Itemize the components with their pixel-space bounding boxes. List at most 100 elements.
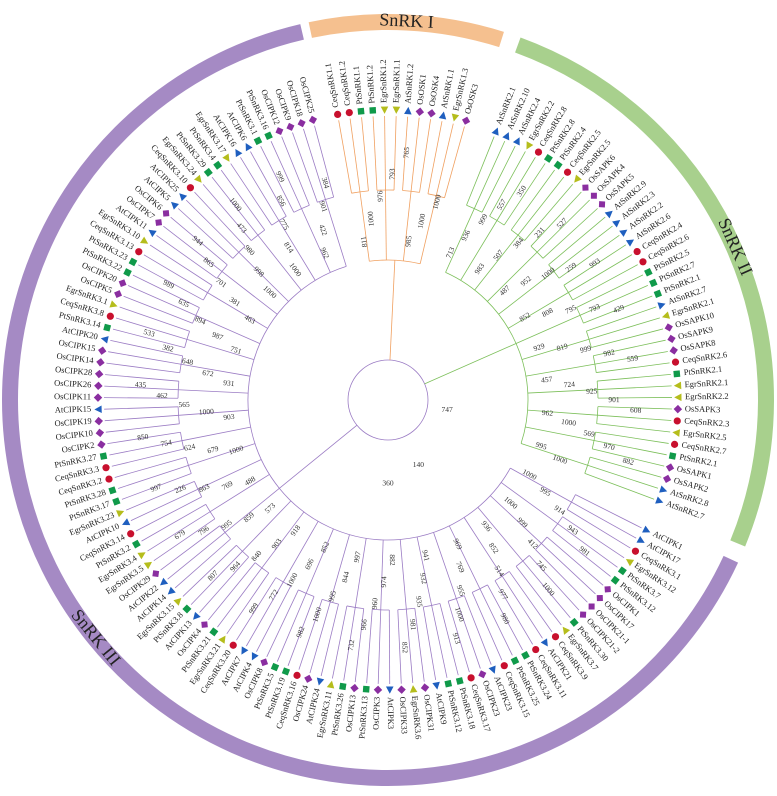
- marker: [275, 127, 283, 135]
- marker: [168, 199, 179, 210]
- bootstrap-value: 679: [206, 444, 220, 456]
- marker: [249, 652, 259, 662]
- branch: [525, 184, 573, 240]
- marker: [659, 485, 668, 494]
- bootstrap-value: 350: [515, 184, 529, 199]
- leaf-label: OsOSK1: [415, 74, 428, 106]
- bootstrap-value: 925: [586, 386, 598, 395]
- marker: [639, 258, 646, 265]
- bootstrap-value: 140: [413, 460, 425, 469]
- marker: [232, 147, 242, 157]
- branch: [543, 208, 598, 258]
- leaf-label: EgrSnRK1.1: [390, 59, 401, 103]
- marker: [298, 119, 306, 127]
- bootstrap-value: 976: [375, 190, 384, 202]
- marker: [107, 313, 114, 320]
- marker: [492, 126, 502, 136]
- marker: [661, 311, 670, 320]
- bootstrap-value: 765: [401, 146, 411, 158]
- marker: [95, 370, 103, 378]
- marker: [571, 175, 582, 185]
- marker: [97, 440, 105, 448]
- marker: [397, 685, 405, 693]
- marker: [114, 290, 122, 298]
- branch: [403, 191, 411, 261]
- marker: [201, 621, 208, 628]
- marker: [663, 475, 671, 483]
- marker: [135, 248, 142, 255]
- bootstrap-value: 943: [566, 523, 581, 537]
- bootstrap-value: 796: [196, 523, 211, 537]
- bootstrap-value: 1000: [561, 417, 577, 428]
- marker: [582, 184, 588, 190]
- branch: [423, 607, 435, 680]
- branch: [150, 245, 212, 285]
- bootstrap-value: 901: [608, 395, 620, 404]
- bootstrap-value: 998: [252, 264, 267, 278]
- marker: [392, 107, 400, 115]
- marker: [155, 219, 162, 226]
- branch: [411, 118, 419, 192]
- bootstrap-value: 713: [444, 245, 457, 259]
- marker: [304, 675, 312, 683]
- branch: [298, 590, 314, 597]
- marker: [230, 642, 237, 649]
- marker: [591, 193, 597, 199]
- bootstrap-value: 565: [178, 400, 190, 409]
- marker: [120, 518, 130, 528]
- clade-label: SnRK I: [379, 9, 434, 32]
- marker: [511, 656, 520, 665]
- bootstrap-value: 962: [541, 408, 553, 418]
- branch: [564, 285, 573, 300]
- marker: [358, 108, 365, 115]
- bootstrap-value: 966: [359, 618, 369, 630]
- bootstrap-value: 969: [451, 537, 464, 551]
- marker: [369, 107, 376, 114]
- bootstrap-value: 856: [275, 194, 288, 208]
- branch: [251, 230, 264, 241]
- branch: [528, 410, 598, 415]
- marker: [94, 393, 102, 401]
- branch: [210, 474, 269, 511]
- bootstrap-value: 811: [359, 236, 370, 248]
- marker: [112, 497, 120, 505]
- marker: [560, 624, 570, 634]
- leaf-label: EgrSnRK1.2: [378, 59, 389, 103]
- bootstrap-value: 964: [228, 559, 242, 574]
- bootstrap-value: 1000: [453, 606, 466, 623]
- branch: [104, 407, 178, 409]
- branch: [115, 457, 186, 477]
- marker: [597, 595, 603, 601]
- branch: [112, 449, 184, 466]
- marker: [238, 646, 248, 656]
- bootstrap-value: 852: [487, 541, 501, 556]
- bootstrap-value: 754: [160, 438, 173, 449]
- marker: [108, 486, 116, 494]
- marker: [673, 370, 680, 377]
- marker: [182, 604, 191, 613]
- leaf-label: OsCIPK26: [54, 378, 92, 390]
- bootstrap-value: 882: [388, 554, 397, 566]
- marker: [260, 658, 268, 666]
- marker: [409, 685, 417, 693]
- branch: [381, 540, 383, 610]
- bootstrap-value: 997: [149, 481, 163, 494]
- bootstrap-value: 473: [235, 220, 249, 235]
- branch: [355, 538, 366, 607]
- branch: [511, 170, 554, 230]
- bootstrap-value: 769: [220, 479, 234, 492]
- marker: [218, 633, 228, 643]
- bootstrap-value: 608: [630, 405, 642, 414]
- bootstrap-value: 1000: [416, 213, 428, 230]
- branch: [428, 121, 442, 194]
- branch: [362, 117, 369, 191]
- marker: [116, 507, 126, 517]
- marker: [672, 428, 680, 436]
- bootstrap-value: 814: [282, 240, 296, 255]
- marker: [194, 175, 205, 185]
- branch: [188, 444, 255, 466]
- bootstrap-value: 422: [317, 223, 330, 237]
- branch: [187, 339, 254, 359]
- marker: [541, 638, 551, 648]
